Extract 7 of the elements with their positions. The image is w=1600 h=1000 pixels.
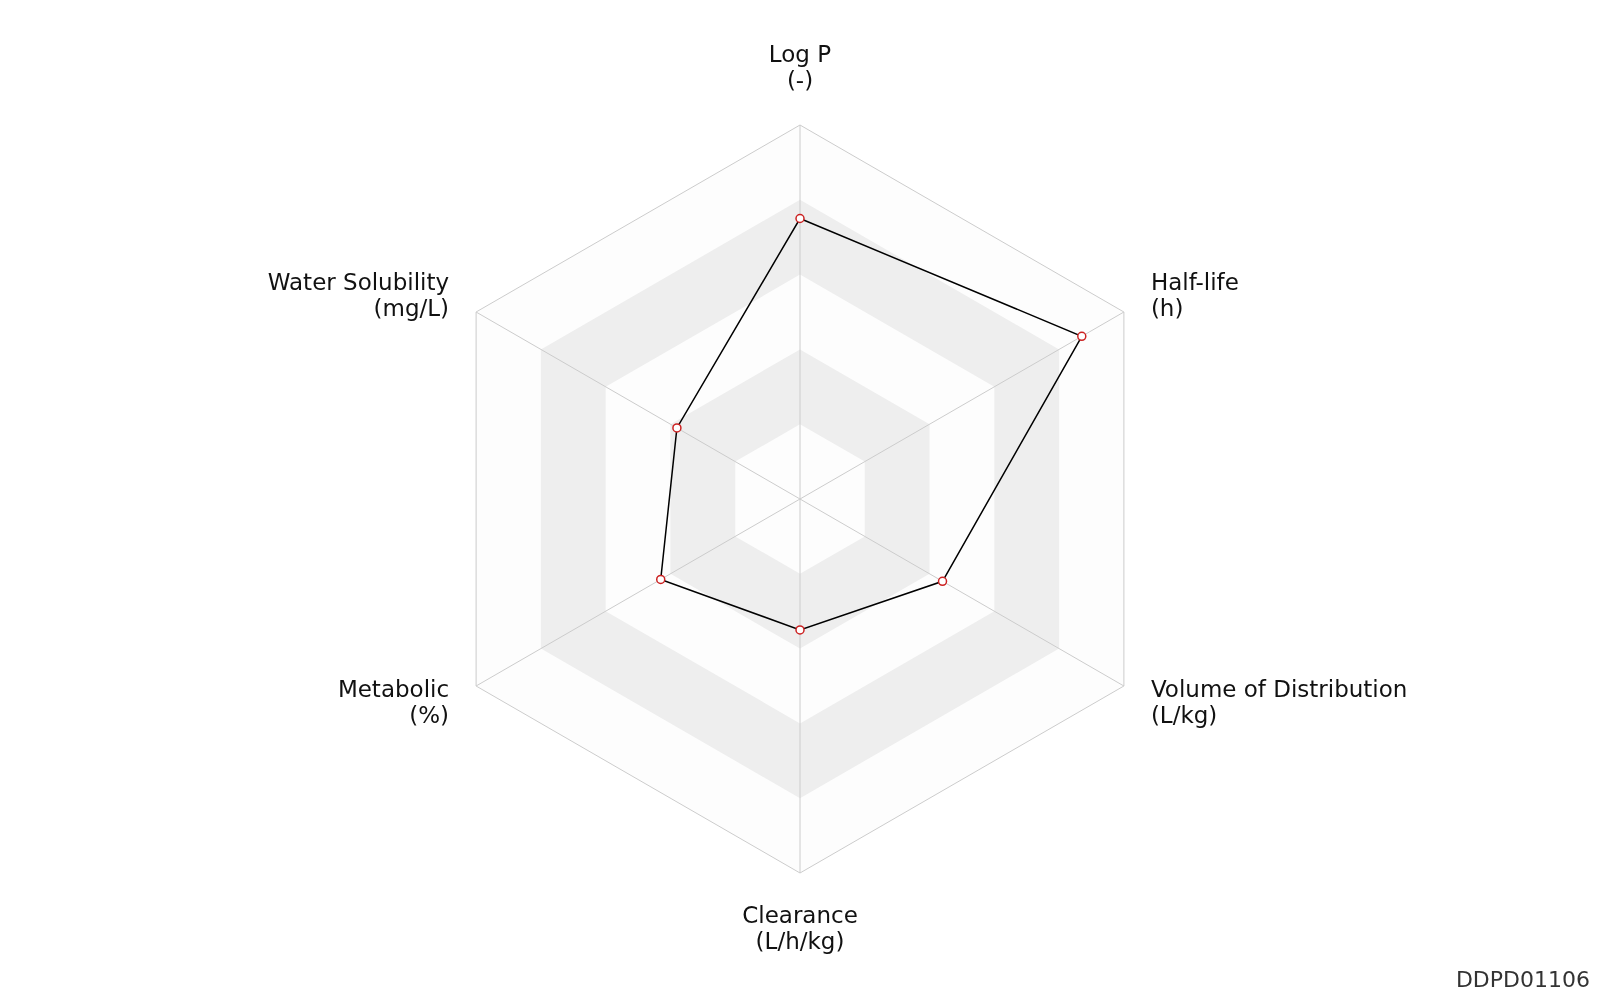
spoke-label: Clearance (L/h/kg) [742, 902, 858, 954]
spoke-label: Log P (-) [768, 41, 832, 93]
text: DDPD01106 [1455, 967, 1590, 992]
spoke-label: Volume of Distribution (L/kg) [1150, 676, 1408, 728]
spoke-label: Water Solubility (mg/L) [267, 269, 450, 321]
spoke-label: Metabolic (%) [337, 676, 450, 728]
spoke-label: Half-life (h) [1150, 269, 1239, 321]
